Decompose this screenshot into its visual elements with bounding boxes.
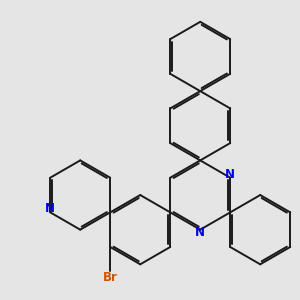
Text: N: N — [195, 226, 205, 239]
Text: Br: Br — [103, 271, 118, 284]
Text: N: N — [225, 168, 235, 182]
Text: N: N — [45, 202, 55, 215]
